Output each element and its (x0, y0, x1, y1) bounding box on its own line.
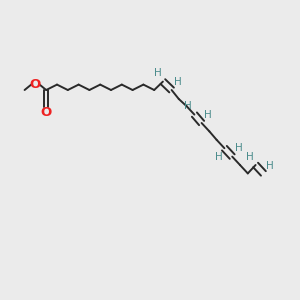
Text: O: O (40, 106, 52, 119)
Text: O: O (30, 78, 41, 91)
Text: H: H (174, 76, 182, 87)
Text: H: H (214, 152, 222, 162)
Text: H: H (266, 161, 274, 171)
Text: H: H (235, 143, 243, 153)
Text: H: H (246, 152, 254, 162)
Text: H: H (184, 101, 192, 111)
Text: H: H (204, 110, 212, 121)
Text: H: H (154, 68, 161, 78)
